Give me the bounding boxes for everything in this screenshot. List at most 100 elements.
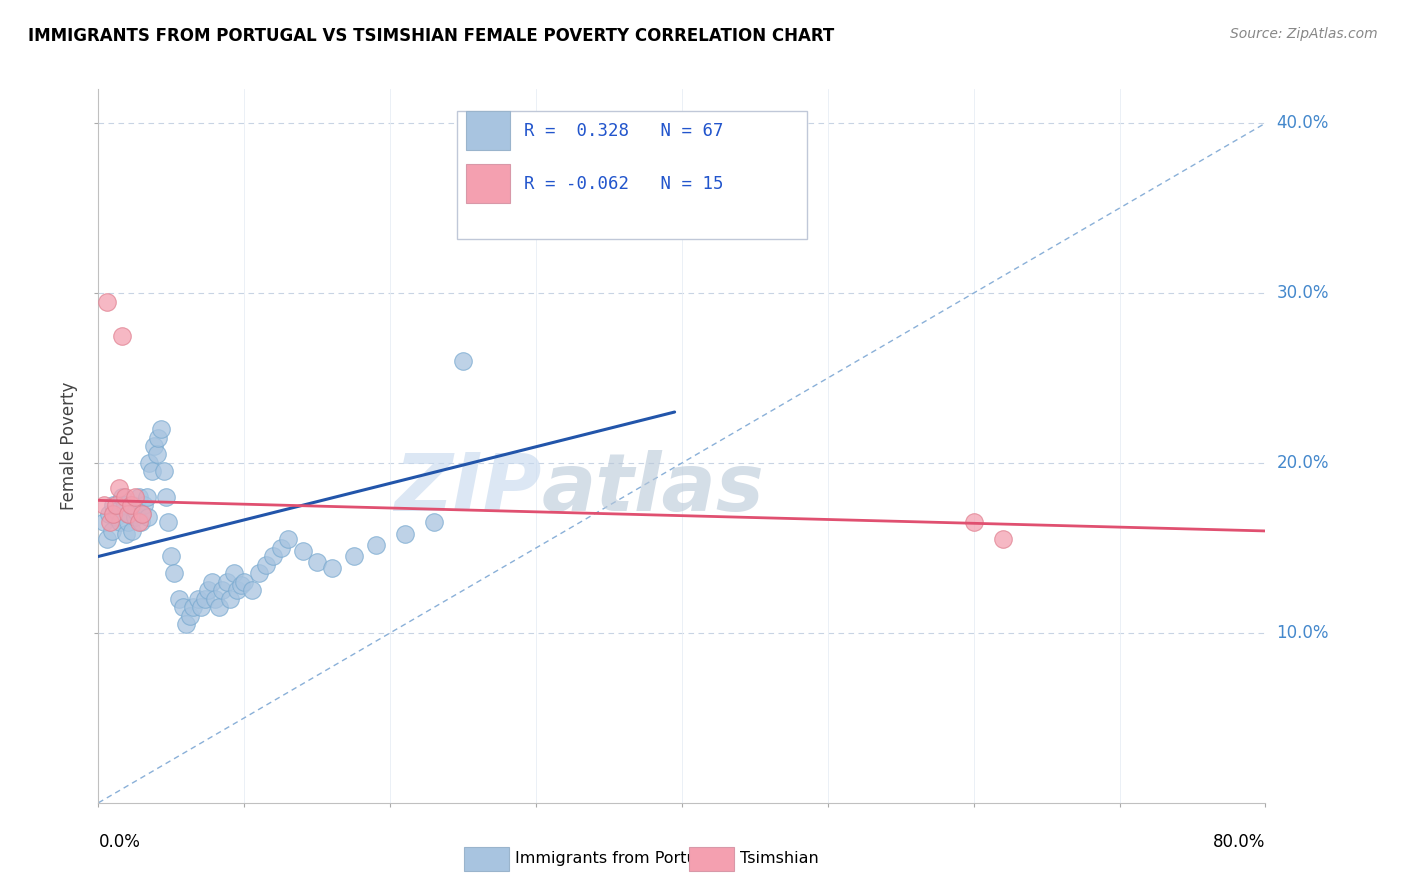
Text: R =  0.328   N = 67: R = 0.328 N = 67	[524, 121, 724, 139]
Point	[111, 490, 134, 504]
Point	[125, 503, 148, 517]
Point	[138, 456, 160, 470]
Text: Tsimshian: Tsimshian	[740, 852, 818, 866]
Point	[394, 527, 416, 541]
Point	[240, 583, 263, 598]
Point	[122, 499, 145, 513]
Point	[991, 533, 1014, 547]
Point	[343, 549, 366, 564]
Point	[146, 448, 169, 462]
Point	[111, 328, 134, 343]
Point	[110, 516, 132, 530]
Point	[118, 507, 141, 521]
Point	[174, 617, 197, 632]
Text: 80.0%: 80.0%	[1213, 833, 1265, 851]
Point	[101, 507, 124, 521]
Point	[222, 566, 245, 581]
Point	[108, 482, 131, 496]
Point	[114, 490, 136, 504]
Point	[115, 527, 138, 541]
Point	[96, 294, 118, 309]
Point	[93, 516, 115, 530]
Text: 20.0%: 20.0%	[1277, 454, 1329, 472]
Point	[104, 499, 127, 513]
Point	[135, 490, 157, 504]
Point	[117, 507, 139, 521]
Point	[93, 499, 115, 513]
Text: 0.0%: 0.0%	[98, 833, 141, 851]
Point	[155, 490, 177, 504]
Point	[98, 516, 121, 530]
Text: 10.0%: 10.0%	[1277, 624, 1329, 642]
Point	[114, 499, 136, 513]
Point	[277, 533, 299, 547]
Point	[197, 583, 219, 598]
Point	[131, 507, 153, 521]
Point	[451, 354, 474, 368]
Text: 40.0%: 40.0%	[1277, 114, 1329, 132]
Text: R = -0.062   N = 15: R = -0.062 N = 15	[524, 175, 724, 193]
Point	[231, 578, 253, 592]
Point	[262, 549, 284, 564]
Point	[121, 524, 143, 538]
Point	[208, 600, 231, 615]
Point	[105, 503, 128, 517]
Point	[211, 583, 233, 598]
Point	[218, 591, 240, 606]
Point	[142, 439, 165, 453]
FancyBboxPatch shape	[465, 164, 510, 203]
Point	[190, 600, 212, 615]
Text: IMMIGRANTS FROM PORTUGAL VS TSIMSHIAN FEMALE POVERTY CORRELATION CHART: IMMIGRANTS FROM PORTUGAL VS TSIMSHIAN FE…	[28, 27, 834, 45]
Point	[104, 510, 127, 524]
Point	[128, 516, 150, 530]
Point	[187, 591, 209, 606]
Text: atlas: atlas	[541, 450, 765, 528]
Point	[194, 591, 217, 606]
Point	[128, 490, 150, 504]
Point	[247, 566, 270, 581]
FancyBboxPatch shape	[457, 111, 807, 239]
Point	[101, 499, 124, 513]
Point	[226, 583, 249, 598]
Point	[204, 591, 226, 606]
Point	[136, 510, 159, 524]
Text: ZIP: ZIP	[395, 450, 541, 528]
Point	[181, 600, 204, 615]
Point	[163, 566, 186, 581]
Point	[172, 600, 194, 615]
Point	[364, 537, 387, 551]
Point	[124, 510, 146, 524]
Point	[167, 591, 190, 606]
Point	[321, 561, 343, 575]
Point	[124, 490, 146, 504]
Point	[179, 608, 201, 623]
Point	[157, 516, 180, 530]
Point	[120, 499, 142, 513]
Point	[423, 516, 446, 530]
Point	[100, 524, 122, 538]
Point	[148, 430, 170, 444]
Point	[153, 465, 176, 479]
Text: Immigrants from Portugal: Immigrants from Portugal	[515, 852, 721, 866]
Point	[117, 516, 139, 530]
Point	[270, 541, 292, 555]
Point	[141, 465, 163, 479]
Point	[132, 499, 155, 513]
Point	[962, 516, 984, 530]
Point	[201, 574, 224, 589]
FancyBboxPatch shape	[465, 111, 510, 150]
Point	[160, 549, 183, 564]
Y-axis label: Female Poverty: Female Poverty	[60, 382, 79, 510]
Point	[254, 558, 277, 572]
Point	[150, 422, 173, 436]
Point	[97, 507, 120, 521]
Point	[96, 533, 118, 547]
Point	[129, 516, 152, 530]
Point	[291, 544, 314, 558]
Text: Source: ZipAtlas.com: Source: ZipAtlas.com	[1230, 27, 1378, 41]
Point	[131, 507, 153, 521]
Point	[233, 574, 256, 589]
Point	[215, 574, 238, 589]
Text: 30.0%: 30.0%	[1277, 284, 1329, 302]
Point	[307, 555, 329, 569]
